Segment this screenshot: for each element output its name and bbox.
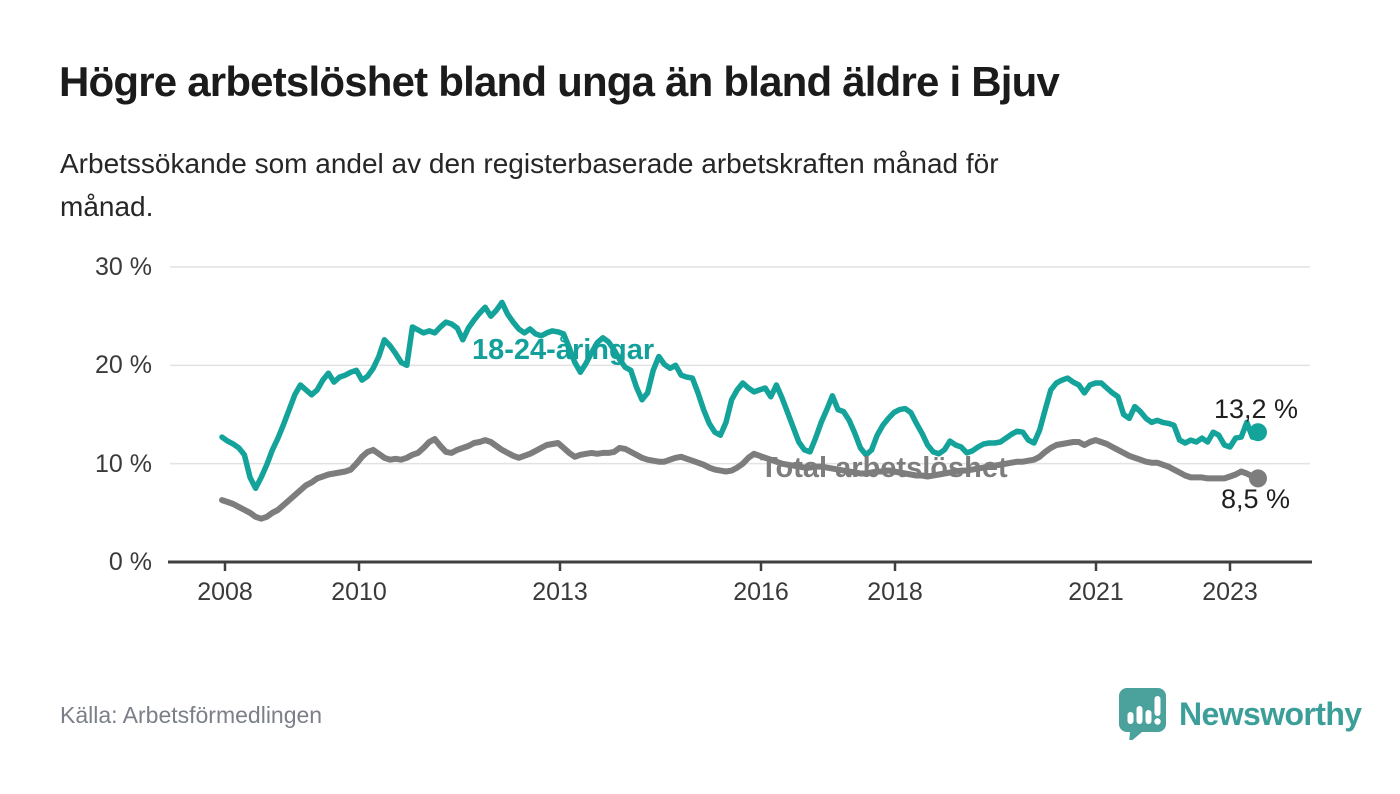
end-value-label-18-24: 13,2 %: [1214, 394, 1299, 424]
y-axis-tick-label-10: 10 %: [95, 449, 152, 478]
newsworthy-logo: Newsworthy: [1114, 684, 1362, 745]
series-label-total: Total arbetslöshet: [760, 452, 1008, 484]
newsworthy-logo-text: Newsworthy: [1179, 696, 1362, 732]
newsworthy-pin-barchart-icon: [1114, 684, 1170, 745]
chart-subtitle: Arbetssökande som andel av den registerb…: [60, 142, 1300, 229]
y-axis-tick-label-20: 20 %: [95, 351, 152, 380]
x-axis-tick-label-2023: 2023: [1202, 578, 1258, 606]
y-axis-tick-label-30: 30 %: [95, 253, 152, 281]
x-axis-tick-label-2016: 2016: [733, 578, 789, 606]
x-axis-tick-label-2010: 2010: [331, 578, 387, 606]
end-value-label-total: 8,5 %: [1221, 484, 1291, 514]
x-axis-tick-label-2021: 2021: [1068, 578, 1124, 606]
series-line-total: [219, 436, 1261, 522]
series-end-dot-18-24: [1249, 423, 1267, 442]
source-attribution: Källa: Arbetsförmedlingen: [60, 702, 323, 728]
series-line-18-24: [219, 299, 1261, 492]
series-label-18-24: 18-24-åringar: [472, 334, 655, 366]
chart-subtitle-line1: Arbetssökande som andel av den registerb…: [60, 148, 999, 179]
y-axis-tick-label-0: 0 %: [108, 548, 152, 576]
x-axis-tick-label-2013: 2013: [532, 578, 588, 606]
x-axis-tick-label-2018: 2018: [867, 578, 923, 606]
chart-subtitle-line2: månad.: [60, 191, 154, 223]
page-title: Högre arbetslöshet bland unga än bland ä…: [59, 58, 1060, 105]
series-end-dot-total: [1249, 469, 1267, 488]
x-axis-tick-label-2008: 2008: [197, 578, 253, 606]
